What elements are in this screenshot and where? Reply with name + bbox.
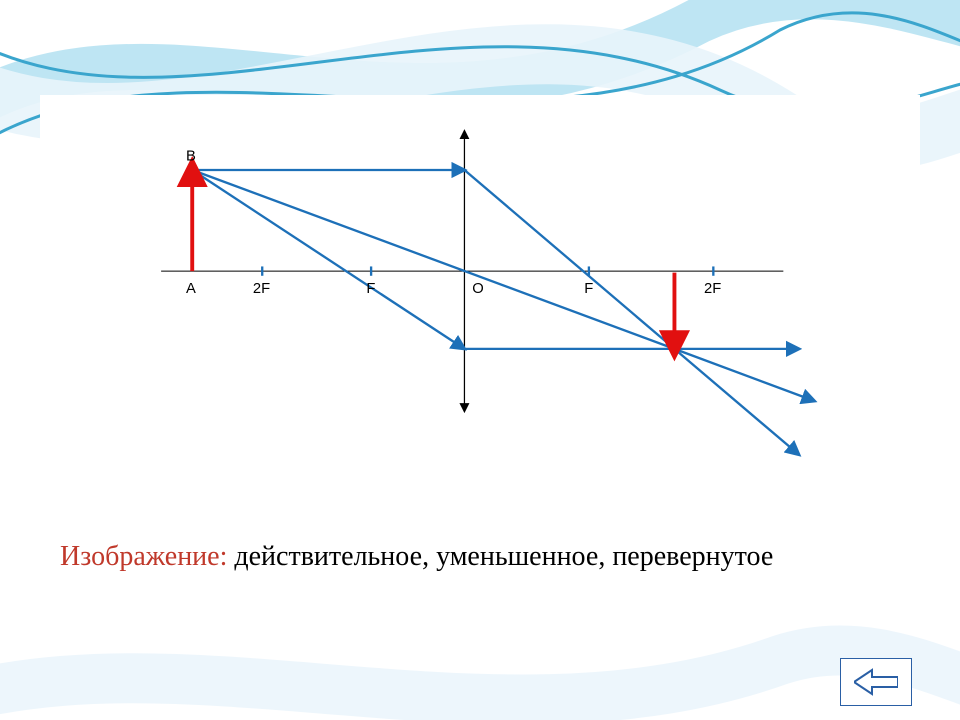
caption-prefix: Изображение: <box>60 541 227 572</box>
label-pos2F: 2F <box>704 281 721 297</box>
label-negF: F <box>366 281 375 297</box>
caption: Изображение: действительное, уменьшенное… <box>60 540 900 574</box>
label-A: A <box>186 281 196 297</box>
lens-diagram: A B 2F F O F 2F <box>40 100 920 520</box>
label-neg2F: 2F <box>253 281 270 297</box>
back-button[interactable] <box>840 658 912 706</box>
slide: A B 2F F O F 2F Изображение: действитель… <box>0 0 960 720</box>
caption-rest: действительное, уменьшенное, перевернуто… <box>227 541 773 572</box>
label-B: B <box>186 149 196 165</box>
label-O: O <box>472 281 484 297</box>
label-posF: F <box>584 281 593 297</box>
back-arrow-icon <box>854 668 898 696</box>
ray-parallel <box>192 170 799 455</box>
